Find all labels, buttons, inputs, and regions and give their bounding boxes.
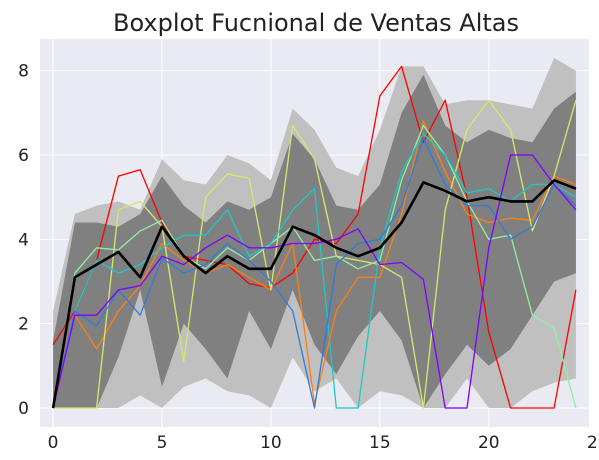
x-tick-label: 5 — [157, 433, 168, 453]
x-tick-label: 25 — [587, 433, 599, 453]
x-tick-label: 20 — [478, 433, 500, 453]
x-tick-label: 10 — [260, 433, 282, 453]
series-line-3 — [53, 99, 577, 409]
y-tick-label: 0 — [18, 399, 29, 419]
x-tick-label: 15 — [369, 433, 391, 453]
series-line-4 — [52, 124, 577, 409]
y-tick-label: 8 — [18, 62, 29, 82]
chart-title: Boxplot Fucnional de Ventas Altas — [113, 9, 519, 37]
median-curve-group — [51, 179, 577, 409]
y-tick-label: 6 — [18, 146, 29, 166]
median-curve — [51, 179, 577, 409]
series-line-6 — [52, 137, 577, 409]
tick-labels: 0 5 10 15 20 25 0 2 4 6 8 — [18, 62, 599, 453]
central-region-band — [53, 74, 576, 409]
series-line-1 — [52, 65, 577, 409]
curves — [52, 65, 577, 409]
bands — [53, 58, 576, 409]
x-tick-label: 0 — [48, 433, 59, 453]
y-tick-label: 4 — [18, 230, 29, 250]
series-line-5 — [52, 133, 577, 409]
y-tick-label: 2 — [18, 315, 29, 335]
series-line-7 — [52, 154, 577, 409]
